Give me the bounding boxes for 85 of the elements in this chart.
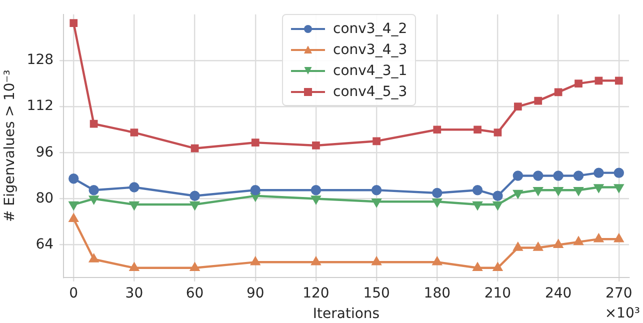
point <box>594 234 604 242</box>
x-axis-title: Iterations <box>312 306 380 322</box>
y-tick-label: 128 <box>26 52 54 68</box>
point <box>554 187 563 196</box>
point <box>130 128 138 136</box>
point <box>372 137 380 146</box>
point <box>68 173 79 184</box>
text: ×10³ <box>604 306 640 322</box>
point <box>472 262 482 271</box>
x-tick-label: 30 <box>125 285 144 302</box>
point <box>372 257 382 266</box>
point <box>513 190 522 198</box>
point <box>130 201 139 210</box>
point <box>130 262 139 271</box>
point <box>493 262 502 271</box>
point <box>312 142 320 150</box>
point <box>494 128 502 136</box>
point <box>533 170 544 181</box>
point <box>573 170 584 181</box>
point <box>310 185 322 196</box>
point <box>251 138 260 147</box>
y-tick-label: 80 <box>36 190 54 206</box>
point <box>534 96 542 105</box>
point <box>90 120 98 128</box>
point <box>433 126 442 134</box>
point <box>472 185 483 196</box>
x-tick-label: 270 <box>606 285 632 302</box>
point <box>594 76 603 85</box>
point <box>513 242 522 251</box>
point <box>514 102 522 111</box>
point <box>190 190 200 201</box>
point <box>614 168 624 178</box>
y-tick-label: 112 <box>26 98 54 114</box>
point <box>69 214 78 222</box>
point <box>250 257 260 266</box>
point <box>553 170 564 181</box>
point <box>534 242 543 251</box>
point <box>250 185 260 196</box>
point <box>574 80 582 88</box>
point <box>554 240 563 248</box>
point <box>554 88 562 96</box>
point <box>472 201 482 210</box>
x-tick-label: 150 <box>363 285 390 302</box>
point <box>614 76 623 85</box>
point <box>190 144 199 152</box>
point <box>492 190 503 201</box>
point <box>371 185 382 196</box>
point <box>432 198 442 207</box>
point <box>574 187 584 196</box>
point <box>574 236 584 246</box>
point <box>69 201 78 210</box>
point <box>594 184 604 192</box>
point <box>89 254 98 262</box>
legend-label: conv4_3_1 <box>333 62 408 78</box>
point <box>129 182 140 192</box>
point <box>474 126 482 134</box>
y-tick-label: 64 <box>36 236 54 252</box>
x-tick-label: 240 <box>544 285 572 302</box>
x-tick-label: 90 <box>246 285 264 302</box>
point <box>89 196 98 204</box>
point <box>432 188 442 198</box>
legend-label: conv3_4_3 <box>333 42 408 58</box>
point <box>614 184 624 192</box>
y-tick-label: 96 <box>36 144 54 160</box>
point <box>70 19 78 27</box>
point <box>432 257 442 266</box>
point <box>311 257 321 266</box>
point <box>372 198 382 207</box>
legend-label: conv3_4_2 <box>333 20 408 36</box>
point <box>614 234 624 242</box>
x-tick-label: 60 <box>186 285 204 302</box>
x-tick-label: 210 <box>484 285 512 302</box>
y-axis-title: # Eigenvalues > 10⁻³ <box>2 70 18 222</box>
legend-label: conv4_5_3 <box>333 84 408 100</box>
point <box>311 196 321 204</box>
point <box>190 262 200 271</box>
point <box>190 201 200 210</box>
point <box>534 187 543 196</box>
point <box>594 168 604 178</box>
point <box>512 170 524 181</box>
point <box>88 185 99 196</box>
x-tick-label: 180 <box>424 285 451 302</box>
x-tick-label: 0 <box>69 285 78 302</box>
x-tick-label: 120 <box>302 285 330 302</box>
point <box>493 201 502 210</box>
